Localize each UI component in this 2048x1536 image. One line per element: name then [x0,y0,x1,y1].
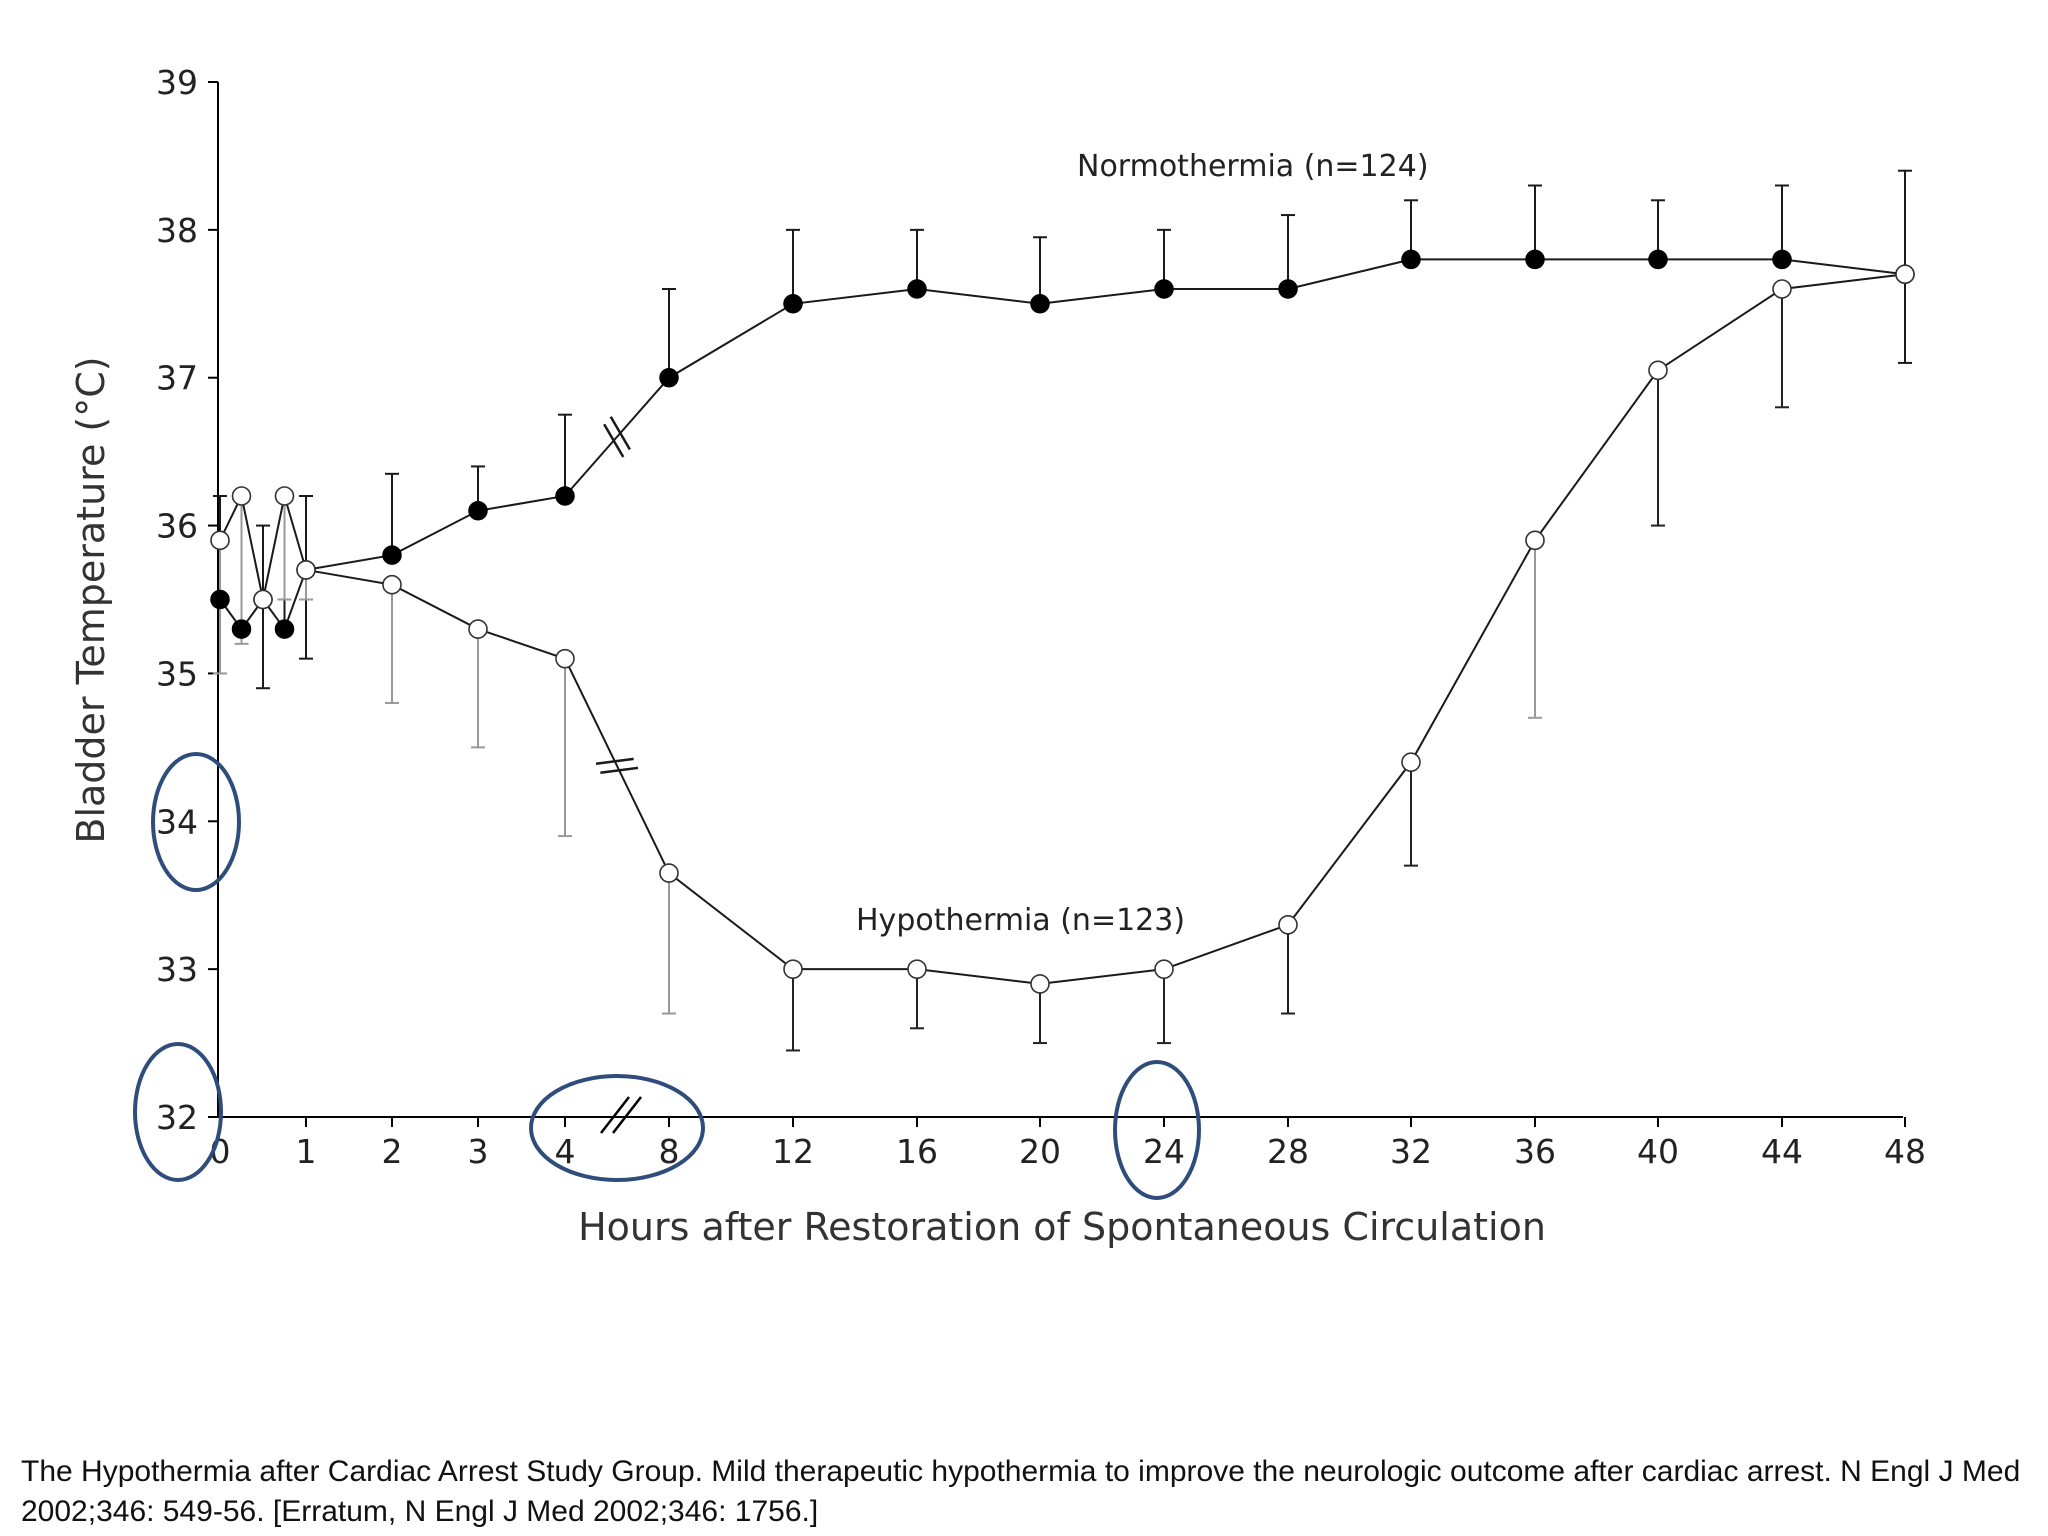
hypothermia-data-point [296,560,316,580]
normothermia-data-point [210,589,230,610]
x-tick-label: 32 [1390,1132,1432,1171]
x-tick-label: 48 [1884,1132,1926,1171]
normothermia-data-point [274,619,295,639]
y-tick-label: 33 [156,950,198,989]
normothermia-data-point [907,279,927,299]
hypothermia-data-point [783,959,803,979]
x-tick-label: 40 [1637,1132,1679,1171]
normothermia-series-label: Normothermia (n=124) [1077,149,1429,184]
hypothermia-data-point [253,589,273,610]
x-axis-break-mark [612,1096,642,1134]
hypothermia-data-point [1525,530,1545,551]
hypothermia-data-point [274,486,295,506]
citation-text: The Hypothermia after Cardiac Arrest Stu… [21,1455,2021,1528]
hypothermia-line-break-mark [600,766,639,775]
x-tick-label: 44 [1761,1132,1803,1171]
normothermia-data-point [1772,249,1792,270]
hypothermia-data-point [1648,360,1668,381]
hypothermia-data-point [1772,279,1792,299]
normothermia-data-point [1154,279,1174,299]
normothermia-data-point [1030,294,1050,314]
hypothermia-data-point [1278,914,1298,935]
hypothermia-data-point [1895,264,1915,285]
hypothermia-line-break-mark [595,757,634,766]
x-tick-label: 4 [555,1132,576,1171]
highlight-y-tick-34 [151,752,241,892]
normothermia-data-point [468,501,488,521]
hypothermia-data-point [210,530,230,551]
normothermia-line-break-mark [603,423,625,458]
normothermia-series-line [219,258,1906,632]
x-tick-label: 1 [296,1132,317,1171]
y-tick-label: 37 [156,359,198,398]
y-axis-title: Bladder Temperature (°C) [69,356,113,843]
x-tick-label: 16 [896,1132,938,1171]
normothermia-data-point [555,486,575,506]
normothermia-line-break-mark [609,416,631,451]
hypothermia-data-point [907,959,927,979]
highlight-y-tick-32 [133,1042,223,1182]
normothermia-data-point [231,619,252,639]
x-tick-label: 20 [1019,1132,1061,1171]
break-marks [595,416,642,1134]
normothermia-data-point [1525,249,1545,270]
x-tick-label: 2 [382,1132,403,1171]
error-bars [213,169,1912,1052]
normothermia-data-point [1278,279,1298,299]
hypothermia-data-point [1401,752,1421,772]
normothermia-data-point [659,367,679,388]
x-axis-title: Hours after Restoration of Spontaneous C… [578,1205,1546,1249]
x-tick-label: 36 [1514,1132,1556,1171]
highlight-x-tick-24 [1113,1060,1201,1200]
normothermia-data-point [783,294,803,314]
hypothermia-data-point [659,863,679,883]
normothermia-data-point [1401,249,1421,270]
y-tick-label: 36 [156,507,198,546]
normothermia-data-point [382,545,402,565]
markers [210,249,1915,994]
hypothermia-data-point [231,486,252,506]
y-tick-label: 32 [156,1098,198,1137]
highlight-circles [133,752,1201,1200]
hypothermia-data-point [382,574,402,595]
x-axis-break-mark [600,1096,630,1134]
x-tick-label: 28 [1267,1132,1309,1171]
hypothermia-data-point [555,648,575,669]
hypothermia-data-point [1030,974,1050,994]
normothermia-data-point [1648,249,1668,270]
y-tick-label: 39 [156,63,198,102]
labels: Bladder Temperature (°C) Hours after Res… [69,149,1546,1249]
y-tick-label: 35 [156,654,198,693]
x-tick-label: 12 [772,1132,814,1171]
hypothermia-data-point [1154,959,1174,979]
hypothermia-series-label: Hypothermia (n=123) [856,903,1185,938]
x-tick-label: 3 [468,1132,489,1171]
hypothermia-data-point [468,619,488,639]
x-tick-label: 8 [659,1132,680,1171]
x-tick-label: 24 [1143,1132,1185,1171]
highlight-x-axis-break [529,1074,705,1182]
y-tick-label: 38 [156,211,198,250]
y-tick-label: 34 [156,802,198,841]
